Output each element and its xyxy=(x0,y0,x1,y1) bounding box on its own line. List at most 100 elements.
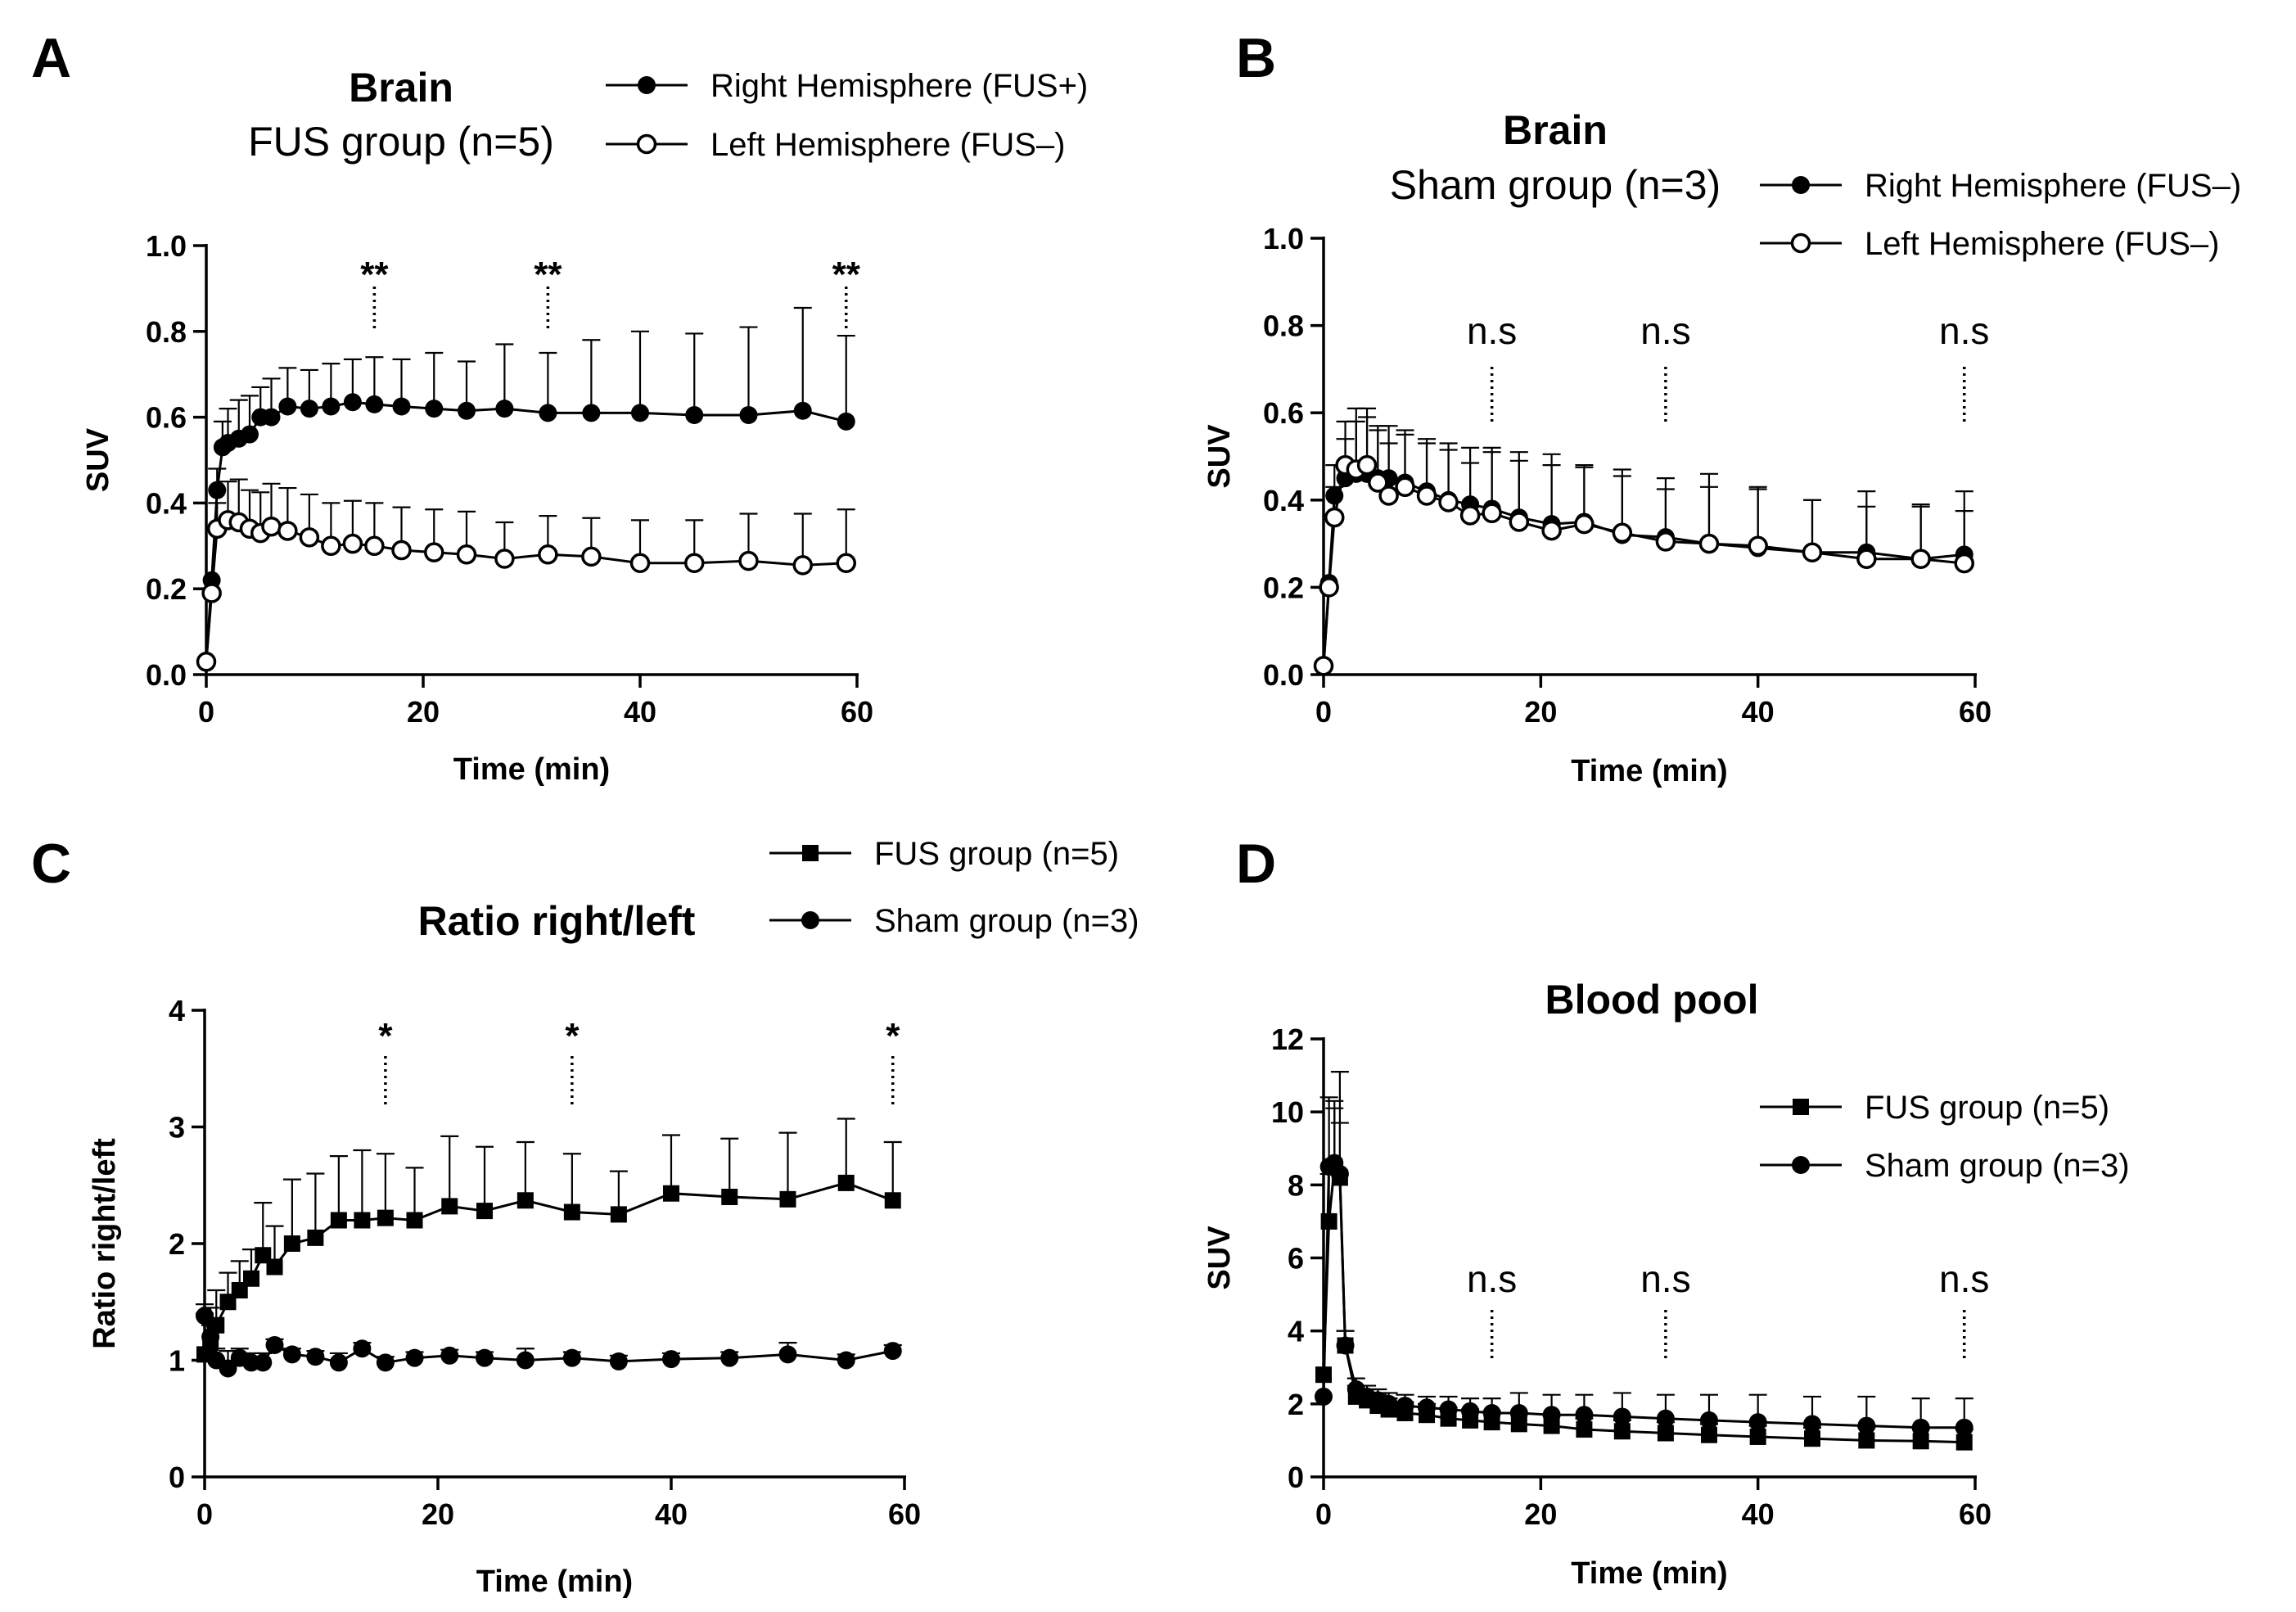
data-point xyxy=(581,546,602,567)
y-tick-label: 0.4 xyxy=(1263,484,1304,517)
legend-label: FUS group (n=5) xyxy=(874,836,1119,872)
data-point xyxy=(1802,542,1823,563)
significance-label: * xyxy=(565,1016,580,1056)
legend-marker xyxy=(1790,233,1811,254)
data-point xyxy=(1509,1403,1528,1422)
data-point xyxy=(539,404,557,422)
legend-label: FUS group (n=5) xyxy=(1865,1090,2109,1126)
data-point xyxy=(458,401,476,420)
data-point xyxy=(1313,656,1334,676)
y-tick-label: 0.8 xyxy=(1263,309,1304,343)
x-tick-label: 40 xyxy=(1742,1497,1775,1531)
data-point xyxy=(1955,1434,1973,1451)
data-point xyxy=(685,405,704,424)
legend-label: Left Hemisphere (FUS–) xyxy=(710,127,1065,163)
data-point xyxy=(440,1346,459,1365)
data-point xyxy=(516,1192,534,1209)
x-tick-label: 0 xyxy=(196,1497,213,1531)
x-tick-label: 60 xyxy=(1959,1497,1992,1531)
data-point xyxy=(343,393,362,412)
y-tick-label: 0 xyxy=(1288,1461,1304,1494)
x-tick-label: 20 xyxy=(407,695,440,729)
y-tick-label: 0.2 xyxy=(146,572,187,606)
data-point xyxy=(1576,1421,1593,1438)
significance-label: n.s xyxy=(1467,1258,1517,1300)
data-point xyxy=(329,1353,348,1372)
data-point xyxy=(1368,472,1388,493)
data-point xyxy=(779,1190,796,1208)
data-point xyxy=(1748,1413,1767,1432)
data-point xyxy=(1700,1426,1717,1443)
data-point xyxy=(307,1229,324,1246)
data-point xyxy=(738,550,759,571)
chart-title: Brain xyxy=(1503,107,1608,153)
data-point xyxy=(721,1189,738,1205)
data-point xyxy=(1748,535,1768,557)
chart-panel-d: D Blood pool 0 2 4 6 8 10 12 0 20 40 60 Time (min) SUV… xyxy=(1202,833,2130,1591)
data-point xyxy=(1379,1394,1398,1413)
data-point xyxy=(1378,485,1399,506)
data-point xyxy=(364,535,385,557)
data-point xyxy=(441,1198,458,1215)
data-point xyxy=(1542,1406,1561,1425)
data-point xyxy=(456,544,477,565)
legend-label: Right Hemisphere (FUS+) xyxy=(710,68,1088,104)
significance-label: n.s xyxy=(1640,309,1690,352)
legend-label: Sham group (n=3) xyxy=(1865,1148,2130,1184)
legend-label: Sham group (n=3) xyxy=(874,903,1139,939)
x-tick-label: 0 xyxy=(1315,1497,1332,1531)
x-tick-label: 40 xyxy=(624,695,656,729)
data-point xyxy=(1320,1212,1337,1230)
data-point xyxy=(342,533,363,554)
y-tick-label: 0 xyxy=(169,1461,185,1494)
y-tick-label: 0.8 xyxy=(146,315,187,349)
data-point xyxy=(884,1192,901,1209)
data-point xyxy=(837,1351,855,1370)
data-point xyxy=(243,1270,259,1287)
data-point xyxy=(1613,1407,1631,1426)
legend-marker xyxy=(636,133,657,155)
data-point xyxy=(631,404,649,422)
x-tick-label: 20 xyxy=(1524,695,1557,729)
y-tick-label: 8 xyxy=(1288,1168,1304,1202)
data-point xyxy=(476,1203,493,1220)
x-axis-label: Time (min) xyxy=(1571,754,1727,788)
series-0 xyxy=(197,306,855,671)
data-point xyxy=(1655,531,1676,552)
data-point xyxy=(610,1206,627,1223)
data-point xyxy=(299,527,320,548)
data-point xyxy=(793,401,812,420)
data-point xyxy=(538,544,558,565)
data-point xyxy=(1395,476,1415,498)
data-point xyxy=(1613,1423,1631,1440)
y-tick-label: 6 xyxy=(1288,1242,1304,1276)
legend-marker xyxy=(638,76,656,94)
data-point xyxy=(1319,577,1339,598)
legend-marker xyxy=(802,845,819,861)
x-tick-label: 60 xyxy=(841,695,873,729)
data-point xyxy=(1954,553,1974,574)
data-point xyxy=(1911,1418,1930,1437)
data-point xyxy=(406,1212,423,1229)
data-point xyxy=(1698,533,1720,554)
data-point xyxy=(1482,1403,1501,1422)
x-tick-label: 0 xyxy=(1315,695,1332,729)
data-point xyxy=(1396,1397,1414,1416)
x-tick-label: 20 xyxy=(422,1497,454,1531)
data-point xyxy=(1336,1336,1355,1355)
x-axis-label: Time (min) xyxy=(1571,1556,1727,1591)
data-point xyxy=(261,516,282,537)
data-point xyxy=(219,1359,237,1378)
data-point xyxy=(201,583,222,603)
chart-title: Ratio right/left xyxy=(418,898,696,944)
legend-marker xyxy=(1793,1099,1809,1115)
series-1 xyxy=(1313,407,1974,676)
data-point xyxy=(516,1351,535,1370)
data-point xyxy=(1699,1411,1718,1429)
data-point xyxy=(1803,1415,1821,1434)
y-axis-label: SUV xyxy=(81,427,115,492)
series-1 xyxy=(1315,1096,1973,1437)
y-tick-label: 10 xyxy=(1271,1095,1304,1129)
legend-label: Left Hemisphere (FUS–) xyxy=(1865,226,2219,262)
data-point xyxy=(1910,549,1931,570)
